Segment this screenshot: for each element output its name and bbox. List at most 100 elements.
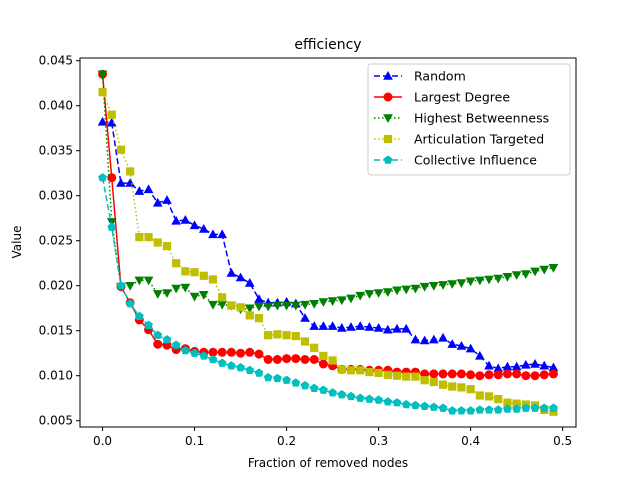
- legend-marker: [383, 134, 393, 144]
- data-point: [355, 291, 366, 301]
- data-point: [300, 355, 310, 364]
- data-point: [429, 402, 439, 411]
- data-point: [401, 323, 412, 333]
- x-axis-label: Fraction of removed nodes: [248, 456, 408, 470]
- data-point: [125, 282, 136, 291]
- legend-item: Random: [374, 69, 466, 84]
- data-point: [356, 366, 365, 375]
- data-point: [300, 380, 310, 390]
- x-tick-label: 0.4: [461, 434, 480, 448]
- data-point: [336, 296, 347, 306]
- data-point: [180, 283, 191, 293]
- data-point: [493, 274, 504, 284]
- data-point: [134, 186, 145, 195]
- data-point: [245, 347, 255, 357]
- data-point: [392, 323, 402, 333]
- data-point: [401, 399, 411, 409]
- data-point: [530, 267, 540, 277]
- x-tick-label: 0.5: [553, 434, 572, 448]
- data-point: [217, 229, 228, 239]
- data-point: [162, 289, 172, 298]
- data-point: [484, 392, 494, 401]
- data-point: [116, 281, 126, 290]
- data-point: [281, 301, 292, 311]
- data-point: [107, 222, 117, 231]
- data-point: [419, 335, 430, 345]
- data-point: [135, 233, 144, 242]
- data-point: [198, 223, 209, 233]
- data-point: [327, 297, 338, 307]
- data-point: [282, 354, 292, 364]
- data-point: [181, 267, 190, 276]
- data-point: [493, 370, 503, 380]
- data-point: [263, 372, 273, 382]
- legend-label: Largest Degree: [414, 90, 510, 105]
- data-point: [475, 405, 485, 414]
- data-point: [438, 281, 448, 290]
- data-point: [465, 277, 476, 287]
- data-point: [346, 294, 356, 304]
- data-point: [465, 343, 476, 353]
- data-point: [428, 282, 439, 291]
- data-point: [402, 372, 411, 381]
- data-point: [245, 311, 254, 320]
- data-point: [512, 404, 522, 413]
- data-point: [457, 383, 466, 392]
- data-point: [319, 351, 328, 360]
- data-point: [189, 220, 200, 230]
- data-point: [125, 299, 135, 308]
- data-point: [143, 276, 154, 286]
- data-point: [484, 275, 494, 285]
- data-point: [328, 356, 337, 365]
- data-point: [337, 389, 347, 399]
- y-tick-label: 0.025: [39, 234, 73, 248]
- data-point: [484, 405, 494, 414]
- legend-label: Articulation Targeted: [414, 132, 544, 147]
- axis-ticks: 0.0 0.1 0.2 0.3 0.4 0.5 0.005 0.010 0.015 0.020 0.…: [39, 54, 573, 448]
- data-point: [539, 403, 549, 412]
- chart-title: efficiency: [294, 37, 361, 53]
- x-tick-label: 0.0: [93, 434, 112, 448]
- data-point: [382, 288, 393, 298]
- data-point: [153, 339, 163, 349]
- data-point: [466, 385, 475, 394]
- data-point: [254, 368, 264, 377]
- data-point: [548, 369, 558, 379]
- legend: Random Largest Degree Highest Betweenness A…: [367, 63, 571, 176]
- x-tick-label: 0.3: [369, 434, 388, 448]
- data-point: [236, 348, 246, 358]
- data-point: [411, 400, 420, 410]
- data-point: [134, 311, 144, 321]
- data-point: [107, 110, 116, 119]
- data-point: [494, 395, 503, 404]
- data-point: [199, 271, 208, 280]
- data-point: [392, 371, 402, 380]
- data-point: [245, 365, 255, 375]
- data-point: [364, 322, 375, 331]
- data-point: [291, 378, 301, 387]
- data-point: [521, 403, 531, 412]
- data-point: [511, 271, 522, 280]
- series-largest-degree: [98, 69, 558, 381]
- data-point: [152, 197, 163, 207]
- data-point: [254, 349, 264, 359]
- data-point: [447, 339, 458, 348]
- data-point: [97, 116, 108, 126]
- data-point: [502, 369, 512, 379]
- data-point: [520, 270, 531, 280]
- data-point: [475, 391, 484, 400]
- data-point: [218, 293, 227, 302]
- data-point: [290, 301, 301, 311]
- legend-label: Random: [414, 69, 466, 84]
- data-point: [126, 167, 135, 176]
- data-point: [153, 330, 163, 339]
- series-articulation-targeted: [98, 88, 558, 416]
- data-point: [539, 360, 550, 370]
- legend-item: Articulation Targeted: [374, 132, 544, 147]
- data-point: [346, 322, 356, 331]
- data-point: [383, 370, 392, 379]
- data-point: [107, 173, 117, 183]
- legend-label: Highest Betweenness: [414, 111, 549, 126]
- data-point: [309, 355, 319, 364]
- data-point: [410, 334, 421, 344]
